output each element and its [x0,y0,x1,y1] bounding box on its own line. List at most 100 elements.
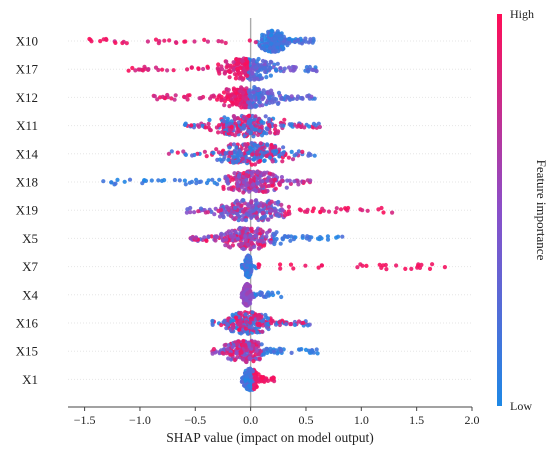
shap-point [305,207,310,212]
shap-point [246,113,251,119]
shap-point [307,237,312,242]
shap-point [253,326,259,331]
shap-point [226,244,231,249]
shap-point [228,352,233,357]
shap-point [211,150,216,155]
shap-point [223,243,228,248]
x-axis-ticks: −1.5 −1.0 −0.5 0.0 0.5 1.0 1.5 2.0 [74,407,480,427]
shap-point [282,213,287,218]
colorbar [497,14,502,406]
shap-point [360,263,365,268]
shap-point [293,235,298,240]
shap-point [230,322,235,327]
shap-point [229,150,234,155]
shap-point [257,176,262,181]
shap-point [109,180,114,185]
feature-label-x17: X17 [16,62,39,77]
shap-point [256,262,261,267]
shap-point [223,151,228,156]
shap-point [156,178,161,183]
shap-point [233,76,238,81]
shap-point [253,114,258,119]
shap-point [256,265,261,270]
shap-point [250,343,255,348]
shap-point [263,114,268,119]
shap-point [220,213,225,218]
shap-point [249,162,254,167]
shap-point [314,69,319,74]
shap-point [239,185,244,190]
shap-point [239,58,244,63]
shap-point [234,351,239,356]
shap-point [267,66,272,72]
shap-point [127,177,133,182]
shap-point [289,350,294,355]
shap-point [210,351,215,356]
shap-point [248,385,253,390]
shap-point [278,241,283,246]
shap-point [240,217,245,222]
shap-point [225,346,230,351]
shap-point [279,348,284,354]
shap-point [239,350,244,355]
shap-point [280,45,286,51]
shap-point [231,209,236,214]
shap-point [251,157,256,162]
shap-point [244,263,249,268]
shap-point [258,73,263,78]
x-tick-label: 1.0 [354,413,369,427]
shap-point [266,217,271,222]
shap-point [243,142,248,147]
shap-point [275,61,280,66]
shap-point [262,214,268,219]
shap-point [264,153,269,159]
shap-point [253,146,258,151]
shap-point [403,266,408,271]
shap-point [276,90,282,95]
shap-point [284,185,289,190]
shap-point [242,103,247,108]
shap-point [113,40,118,46]
shap-point [192,210,197,215]
shap-point [251,169,256,174]
shap-point [248,378,253,383]
shap-point [236,128,241,133]
shap-point [250,203,255,209]
shap-point [230,326,236,331]
shap-point [183,182,188,187]
shap-point [265,90,270,95]
shap-point [260,97,265,102]
shap-point [230,228,235,233]
x-tick-label: −1.0 [129,413,151,427]
shap-point [196,66,201,71]
shap-point [210,318,215,324]
shap-point [381,210,386,215]
shap-point [230,312,235,317]
shap-point [229,187,234,192]
shap-point [312,153,317,158]
shap-point [212,212,217,217]
shap-point [307,151,312,156]
shap-point [205,210,210,215]
shap-point [311,38,316,43]
shap-point [301,179,306,184]
shap-point [224,326,229,331]
shap-point [299,41,305,46]
shap-point [267,155,272,160]
shap-point [224,65,229,70]
shap-point [278,262,283,267]
shap-point [243,97,248,102]
shap-point [229,234,234,239]
shap-point [244,359,249,364]
shap-point [234,198,239,203]
shap-point [279,96,284,101]
shap-point [87,36,92,42]
shap-point [165,68,170,73]
shap-point [101,179,106,184]
shap-point [235,66,240,72]
shap-point [232,66,237,72]
shap-point [265,127,270,132]
shap-point [409,266,414,271]
shap-point [237,327,242,332]
shap-point [265,325,270,330]
